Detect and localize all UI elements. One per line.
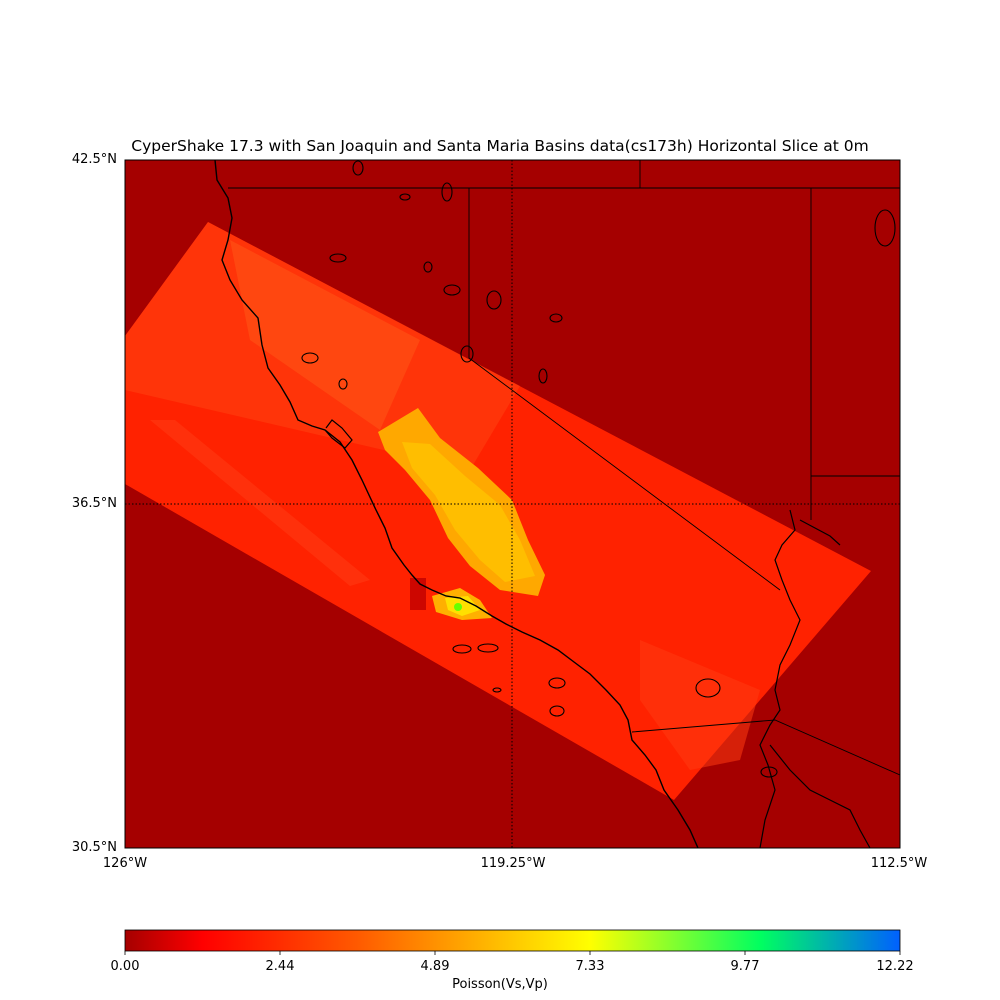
country-border — [631, 719, 900, 776]
coastline — [214, 160, 699, 848]
lake — [460, 345, 474, 363]
colorbar-tick-label: 2.44 — [265, 959, 295, 974]
lake — [486, 290, 502, 310]
lake — [423, 261, 433, 273]
basin-hotspot — [454, 603, 462, 611]
lake — [301, 352, 319, 364]
lon-label-left: 126°W — [102, 856, 148, 871]
lat-label-mid: 36.5°N — [71, 496, 117, 511]
chart-title: CyperShake 17.3 with San Joaquin and San… — [131, 137, 869, 155]
lon-label-right: 112.5°W — [870, 856, 928, 871]
lake — [874, 209, 896, 247]
island — [477, 643, 499, 653]
lake — [441, 182, 453, 202]
lat-label-bottom: 30.5°N — [71, 840, 117, 855]
lake — [399, 193, 411, 201]
lake — [538, 368, 548, 384]
colorbar — [124, 929, 901, 952]
lake — [549, 313, 563, 323]
colorbar-tick-label: 12.22 — [876, 959, 914, 974]
colorbar-ticks — [124, 951, 901, 955]
gulf-coastline-3 — [769, 744, 871, 848]
gulf-coastline-2 — [799, 519, 841, 546]
colorbar-tick-label: 4.89 — [420, 959, 450, 974]
model-region-patch — [640, 640, 760, 770]
lon-label-mid: 119.25°W — [480, 856, 546, 871]
island — [548, 677, 566, 689]
basin-san-joaquin-core — [402, 442, 535, 582]
model-region-band-2 — [230, 240, 420, 430]
basin-santa-maria-bright — [445, 596, 480, 616]
lake — [695, 678, 721, 698]
colorbar-tick-label: 7.33 — [575, 959, 605, 974]
bay — [324, 419, 353, 449]
colorbar-label: Poisson(Vs,Vp) — [452, 977, 548, 992]
lake — [338, 378, 348, 390]
island — [452, 644, 472, 654]
state-border — [468, 188, 781, 591]
lake — [352, 160, 364, 176]
low-value-patch — [410, 578, 426, 610]
map-frame — [124, 159, 901, 849]
island — [760, 766, 778, 778]
gulf-coastline — [759, 509, 801, 848]
island — [492, 687, 502, 693]
lat-label-top: 42.5°N — [71, 152, 117, 167]
island — [549, 705, 565, 717]
lake — [329, 253, 347, 263]
model-region-streak — [150, 420, 370, 586]
lake — [443, 284, 461, 296]
colorbar-tick-label: 9.77 — [730, 959, 760, 974]
colorbar-tick-label: 0.00 — [110, 959, 140, 974]
